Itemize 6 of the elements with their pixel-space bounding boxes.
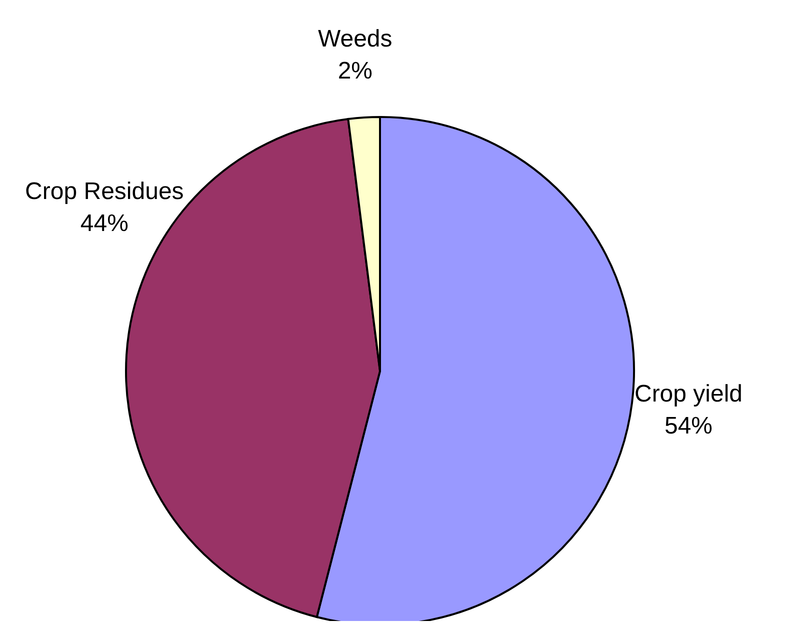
data-label: 2% (338, 58, 372, 85)
slice-label: Crop Residues (25, 178, 184, 205)
slice-label: Weeds (318, 26, 392, 53)
data-label: 54% (664, 412, 713, 440)
slice-label: Crop yield (634, 380, 743, 408)
data-label: 44% (80, 210, 128, 237)
